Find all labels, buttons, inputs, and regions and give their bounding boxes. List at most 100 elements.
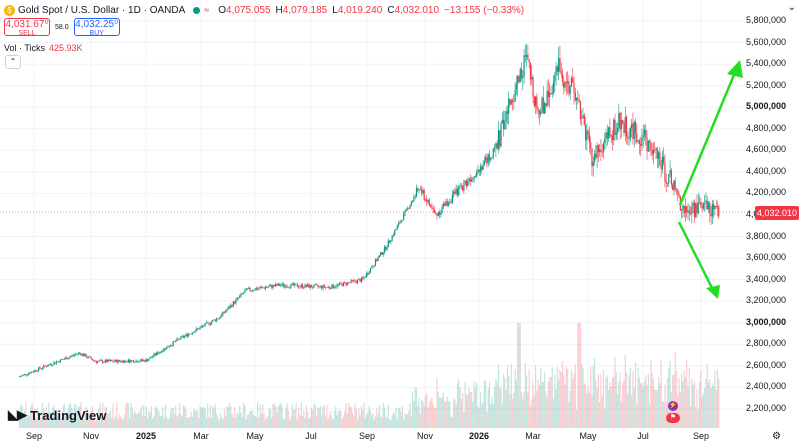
candle-body <box>595 153 597 158</box>
candle-body <box>681 208 683 211</box>
arrow-up-annotation[interactable] <box>678 60 743 206</box>
candle-body <box>502 119 505 130</box>
volume-bar <box>172 408 174 428</box>
candle-body <box>118 360 120 362</box>
volume-bar <box>71 407 73 428</box>
volume-bar <box>290 416 292 428</box>
candle-body <box>225 311 227 313</box>
volume-bar <box>559 370 561 428</box>
volume-bar <box>248 414 250 428</box>
candle-body <box>267 286 269 288</box>
volume-bar <box>145 406 147 428</box>
candle-body <box>113 361 115 362</box>
volume-bar <box>230 406 232 428</box>
candle-body <box>620 120 623 130</box>
volume-bar <box>684 376 687 428</box>
volume-bar <box>173 414 176 428</box>
candle-body <box>193 332 195 334</box>
volume-bar <box>271 417 273 428</box>
volume-bar <box>692 384 694 428</box>
volume-bar <box>246 414 249 428</box>
volume-bar <box>285 408 287 428</box>
candle-body <box>75 354 77 355</box>
volume-bar <box>491 396 493 428</box>
symbol-title[interactable]: Gold Spot / U.S. Dollar · 1D · OANDA <box>18 4 186 16</box>
candle-body <box>143 360 145 361</box>
settings-gear-icon[interactable]: ⚙ <box>772 431 781 442</box>
sell-button[interactable]: 4,031.67⁰ SELL <box>4 18 50 37</box>
candle-body <box>400 220 402 223</box>
volume-bar <box>90 410 92 428</box>
volume-bar <box>213 408 215 428</box>
time-axis-label: May <box>579 431 597 441</box>
price-axis-label: 5,600,000 <box>745 36 786 47</box>
volume-bar <box>558 379 560 428</box>
volume-legend[interactable]: Vol · Ticks 425.93K <box>4 43 83 53</box>
volume-bar <box>18 415 21 428</box>
candle-body <box>303 287 305 289</box>
time-axis-label: May <box>246 431 264 441</box>
volume-bar <box>511 398 514 428</box>
volume-bar <box>399 407 401 428</box>
volume-bar <box>567 369 569 428</box>
volume-bar <box>378 404 380 428</box>
candle-body <box>426 199 428 202</box>
volume-bar <box>141 415 144 428</box>
buy-button[interactable]: 4,032.25⁰ BUY <box>73 18 120 37</box>
volume-bar <box>408 410 410 428</box>
candle-body <box>515 84 517 91</box>
candle-body <box>693 202 696 217</box>
volume-bar <box>258 417 260 428</box>
candle-body <box>473 176 475 180</box>
tradingview-logo[interactable]: ◣▶ TradingView <box>8 407 107 423</box>
collapse-legend-button[interactable]: ⌃ <box>5 55 21 69</box>
chevron-down-icon[interactable]: ⌄ <box>787 2 796 13</box>
candle-body <box>240 293 242 296</box>
price-axis-label: 2,200,000 <box>745 402 786 413</box>
candle-body <box>94 360 96 362</box>
candle-body <box>285 285 287 288</box>
candle-body <box>280 285 282 286</box>
volume-bar <box>369 409 371 428</box>
chart-header: $ Gold Spot / U.S. Dollar · 1D · OANDA ≈… <box>4 3 526 17</box>
candle-body <box>255 288 258 290</box>
volume-bar <box>35 418 37 428</box>
candle-body <box>48 364 50 367</box>
volume-bar <box>666 378 669 428</box>
candle-body <box>70 356 72 358</box>
volume-bar <box>153 415 155 428</box>
volume-bar <box>199 405 201 428</box>
candle-body <box>567 81 569 84</box>
volume-bar <box>659 383 661 428</box>
candle-body <box>90 357 92 360</box>
candle-body <box>716 206 719 208</box>
volume-bar <box>236 412 238 428</box>
candle-body <box>300 284 302 287</box>
lightning-icon[interactable]: ⚡ <box>668 401 678 411</box>
candle-body <box>437 211 439 216</box>
candle-body <box>692 202 694 207</box>
volume-bar <box>116 402 118 428</box>
candle-body <box>419 189 421 191</box>
volume-bar <box>263 414 265 428</box>
volume-bar <box>661 401 664 428</box>
candle-body <box>137 361 140 363</box>
candle-body <box>449 202 451 203</box>
candle-body <box>417 188 419 191</box>
volume-bar <box>494 387 496 428</box>
volume-bar <box>581 364 583 428</box>
candle-body <box>349 282 351 284</box>
arrow-down-annotation[interactable] <box>677 221 720 299</box>
candle-body <box>652 149 655 155</box>
volume-bar <box>483 380 485 428</box>
volume-bar <box>573 373 575 428</box>
news-flag-icon[interactable]: ⚑ <box>666 413 680 423</box>
volume-bar <box>272 404 274 428</box>
volume-bar <box>656 390 658 428</box>
volume-bar <box>135 413 137 428</box>
volume-bar <box>377 413 379 428</box>
candle-body <box>403 213 405 221</box>
candle-body <box>171 345 173 347</box>
candle-body <box>714 205 716 210</box>
